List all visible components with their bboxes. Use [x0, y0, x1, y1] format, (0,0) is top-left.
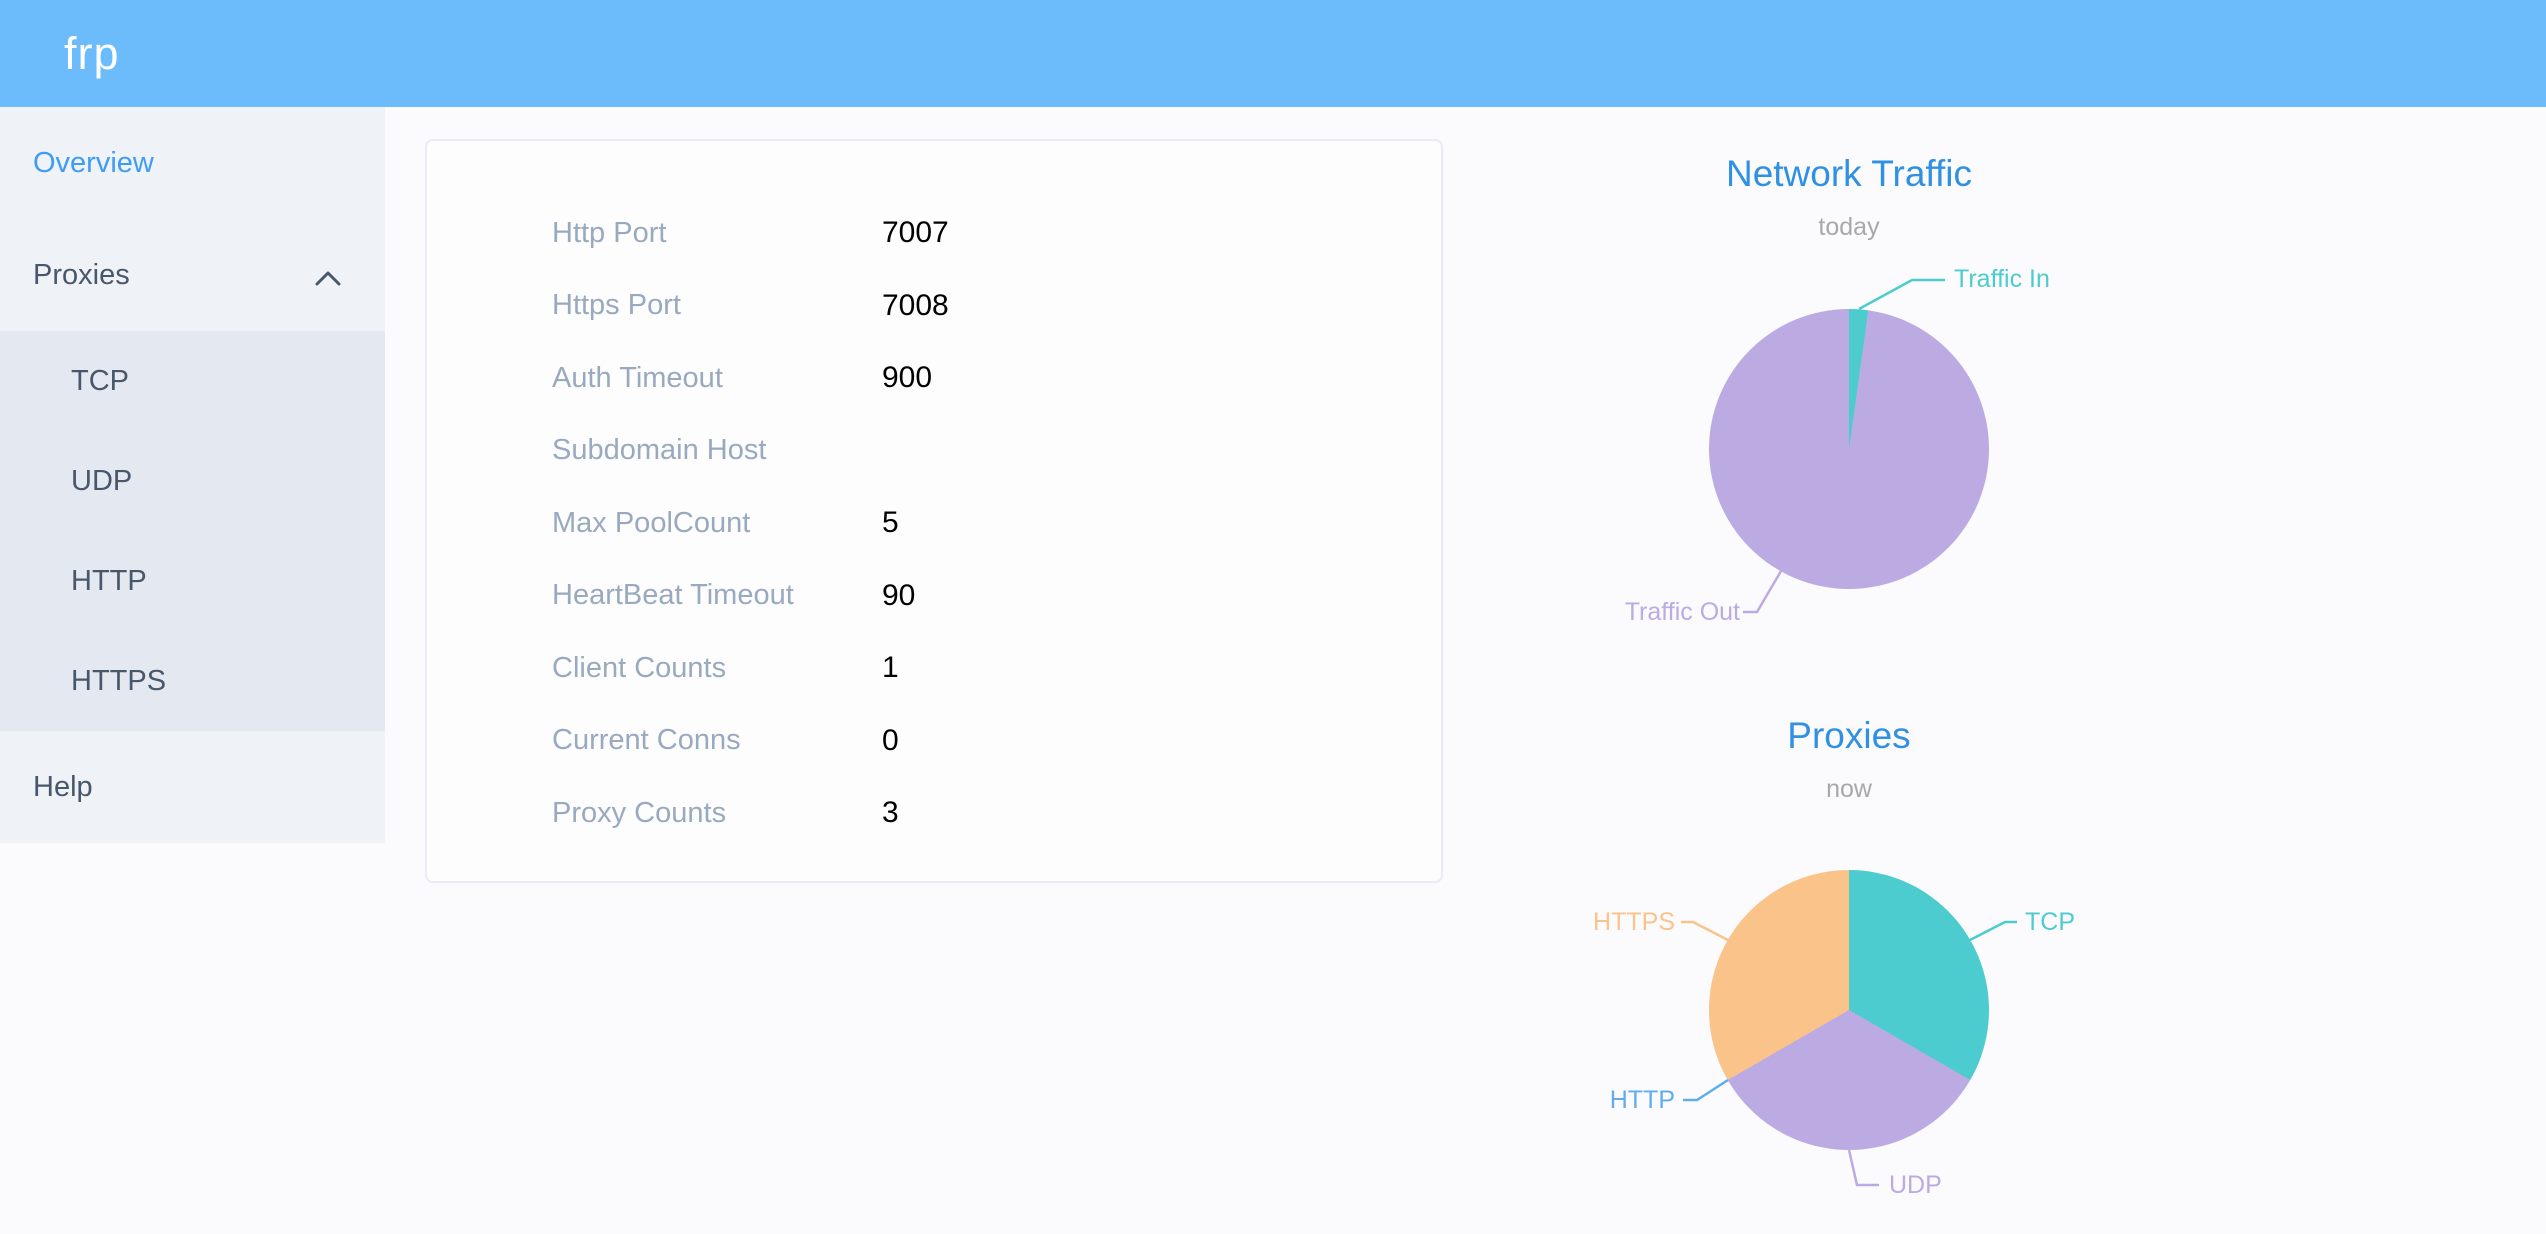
setting-value: 3	[882, 796, 899, 830]
setting-label: Http Port	[552, 216, 667, 249]
sidebar-item-label: Help	[33, 770, 93, 803]
setting-row: Proxy Counts 3	[427, 777, 1441, 850]
overview-card: Http Port 7007 Https Port 7008 Auth Time…	[425, 139, 1443, 883]
setting-row: Subdomain Host	[427, 415, 1441, 488]
frp-logo: frp	[64, 27, 120, 79]
setting-label: HeartBeat Timeout	[552, 579, 794, 612]
sidebar-item-overview[interactable]: Overview	[0, 107, 385, 219]
setting-row: Client Counts 1	[427, 632, 1441, 705]
network-traffic-chart-title: Network Traffic	[1725, 153, 1973, 194]
pie-label-traffic-out: Traffic Out	[1624, 598, 1740, 626]
network-traffic-pie[interactable]	[1709, 309, 1989, 589]
setting-label: Auth Timeout	[552, 361, 723, 394]
setting-value: 7008	[882, 288, 949, 322]
setting-row: Http Port 7007	[427, 197, 1441, 270]
chevron-up-icon	[315, 261, 341, 294]
app-header: frp	[0, 0, 2546, 107]
sidebar-subitem[interactable]: HTTPS	[0, 631, 385, 731]
sidebar-subitem-label: UDP	[71, 464, 133, 497]
setting-label: Subdomain Host	[552, 434, 767, 467]
leader-line-http	[1683, 1078, 1729, 1102]
sidebar-subitem-label: HTTP	[71, 564, 147, 597]
pie-label-traffic-in: Traffic In	[1954, 265, 2050, 293]
setting-row: Current Conns 0	[427, 705, 1441, 778]
sidebar-item-help[interactable]: Help	[0, 731, 385, 843]
setting-row: Auth Timeout 900	[427, 342, 1441, 415]
sidebar-subitem[interactable]: HTTP	[0, 531, 385, 631]
leader-line-traffic-in	[1858, 278, 1945, 311]
setting-value: 7007	[882, 216, 949, 250]
proxies-chart-title: Proxies	[1787, 715, 1911, 756]
setting-row: Https Port 7008	[427, 270, 1441, 343]
sidebar-subitem-label: HTTPS	[71, 664, 167, 697]
pie-label-http: HTTP	[1609, 1086, 1675, 1114]
sidebar-subitem[interactable]: TCP	[0, 331, 385, 431]
sidebar-subitem[interactable]: UDP	[0, 431, 385, 531]
proxies-submenu: TCP UDP HTTP HTTPS	[0, 331, 385, 731]
setting-value: 1	[882, 651, 899, 685]
setting-row: HeartBeat Timeout 90	[427, 560, 1441, 633]
setting-label: Current Conns	[552, 724, 741, 757]
network-traffic-chart-subtitle: today	[1818, 213, 1880, 241]
sidebar-item-label: Overview	[33, 146, 154, 179]
setting-value: 0	[882, 723, 899, 757]
setting-value: 90	[882, 578, 916, 612]
leader-line-udp	[1847, 1149, 1879, 1187]
leader-line-traffic-out	[1743, 570, 1783, 614]
setting-label: Client Counts	[552, 651, 727, 684]
sidebar-item-proxies[interactable]: Proxies	[0, 219, 385, 331]
pie-label-tcp: TCP	[2025, 908, 2075, 936]
pie-label-https: HTTPS	[1593, 908, 1675, 936]
sidebar: Overview Proxies TCP UDP HTTP HTTPS Help	[0, 107, 385, 843]
leader-line-https	[1681, 920, 1729, 942]
setting-row: Max PoolCount 5	[427, 487, 1441, 560]
setting-value: 900	[882, 361, 933, 395]
setting-label: Max PoolCount	[552, 506, 751, 539]
leader-line-tcp	[1969, 920, 2017, 942]
proxies-chart-subtitle: now	[1826, 775, 1872, 803]
proxies-pie[interactable]	[1709, 870, 1989, 1150]
setting-label: Proxy Counts	[552, 796, 727, 829]
setting-value: 5	[882, 506, 899, 540]
sidebar-item-label: Proxies	[33, 258, 130, 291]
sidebar-subitem-label: TCP	[71, 364, 129, 397]
pie-label-udp: UDP	[1889, 1171, 1942, 1199]
setting-label: Https Port	[552, 289, 681, 322]
main-content: Http Port 7007 Https Port 7008 Auth Time…	[385, 107, 2546, 1234]
